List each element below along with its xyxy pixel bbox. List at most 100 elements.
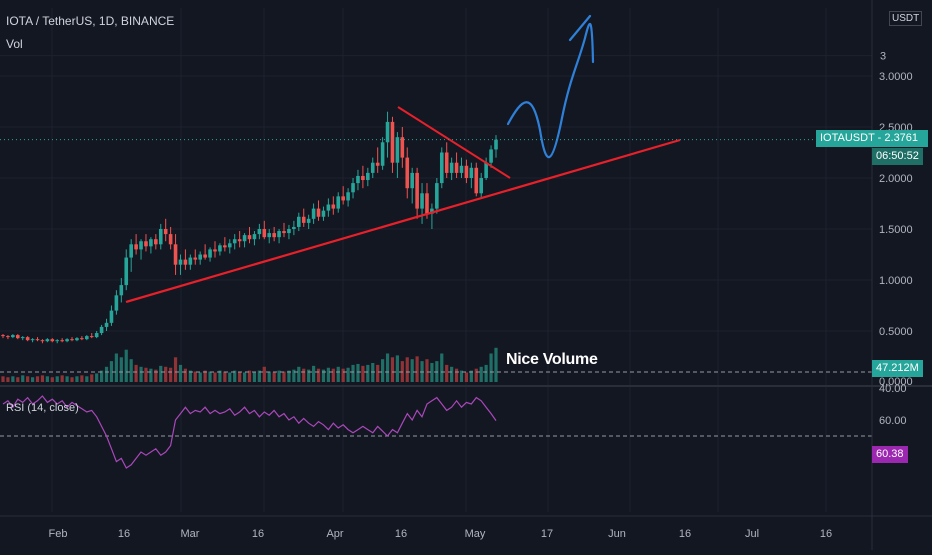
volume-bar-98 [484,364,488,382]
volume-bar-33 [164,366,168,382]
volume-bar-87 [430,363,434,382]
volume-bar-36 [178,364,183,382]
last-price-tag: IOTAUSDT - 2.3761 [816,130,928,147]
volume-bar-62 [307,369,311,382]
volume-bar-92 [454,368,459,382]
volume-bar-63 [311,365,316,382]
candle-body-84 [415,172,419,209]
volume-bars [1,347,498,382]
volume-bar-56 [277,370,281,382]
volume-bar-58 [287,370,291,382]
candle-body-26 [129,244,133,258]
candle-body-2 [11,335,15,338]
volume-bar-70 [346,367,350,382]
price-tick-1: 3.0000 [879,71,913,83]
volume-bar-72 [356,363,360,382]
volume-bar-6 [30,377,35,382]
candle-body-78 [385,121,390,143]
candle-body-99 [489,149,493,163]
volume-bar-97 [479,366,483,382]
candle-body-31 [154,239,158,245]
candle-body-6 [30,339,35,341]
candle-body-41 [203,254,207,258]
candle-body-73 [361,175,365,181]
volume-bar-59 [292,369,296,382]
volume-bar-76 [376,364,380,382]
candle-body-81 [400,137,405,158]
volume-bar-71 [351,364,355,382]
candle-body-47 [232,239,237,244]
volume-bar-79 [390,357,395,382]
candle-body-90 [444,152,449,173]
symbol-title: IOTA / TetherUS, 1D, BINANCE [6,14,175,28]
support-trendline [125,138,681,304]
volume-bar-91 [450,366,454,382]
candle-body-61 [301,216,306,223]
candle-body-67 [331,204,336,209]
volume-bar-21 [104,366,109,382]
candle-body-11 [55,340,60,342]
candle-body-51 [252,234,257,240]
time-tick-11: 16 [820,528,832,540]
volume-bar-28 [139,366,143,382]
candle-body-74 [366,172,370,181]
volume-bar-24 [119,357,123,382]
volume-bar-90 [445,364,449,382]
candle-body-71 [351,183,355,193]
candle-body-49 [242,235,247,242]
candle-body-17 [85,336,89,340]
candle-body-55 [272,233,276,238]
candle-body-57 [282,231,286,234]
volume-bar-78 [385,353,390,382]
volume-bar-96 [474,368,478,382]
volume-bar-1 [6,377,10,382]
annotation-nice-volume: Nice Volume [506,351,598,368]
rsi-line [2,395,497,469]
candle-body-40 [198,254,202,260]
candle-body-53 [262,229,267,238]
candle-body-42 [208,249,212,258]
volume-bar-83 [410,359,414,382]
volume-bar-94 [464,372,469,382]
volume-bar-55 [272,372,276,382]
volume-bar-23 [114,353,118,382]
volume-indicator-label: Vol [6,37,23,51]
candle-body-25 [124,257,129,286]
volume-bar-45 [223,371,227,382]
candle-body-89 [439,152,444,184]
volume-bar-93 [459,370,464,382]
volume-bar-66 [326,367,330,382]
price-tag-symbol: IOTAUSDT [820,132,875,144]
volume-bar-10 [50,377,54,382]
volume-bar-40 [198,372,202,382]
candle-body-82 [405,157,410,189]
candle-body-52 [257,229,262,235]
time-tick-6: May [465,528,486,540]
volume-bar-44 [218,370,222,382]
candle-body-88 [435,183,439,209]
volume-bar-47 [233,370,237,382]
volume-bar-42 [208,371,212,382]
volume-bar-17 [85,376,89,382]
candle-body-18 [89,336,94,338]
candle-body-29 [144,241,148,247]
countdown-tag: 06:50:52 [872,148,923,165]
time-tick-7: 17 [541,528,553,540]
candle-body-92 [454,162,459,173]
volume-bar-65 [321,369,326,382]
volume-bar-9 [45,376,49,382]
candle-body-7 [35,339,40,341]
candle-body-85 [420,193,424,209]
volume-bar-14 [70,377,74,382]
candle-body-87 [430,208,434,214]
candle-body-37 [183,259,188,265]
volume-bar-51 [252,371,257,382]
rsi-pane [0,371,872,469]
volume-bar-16 [80,375,84,382]
candle-body-50 [247,235,252,240]
candle-body-45 [223,245,227,248]
rsi-tick-1: 60.00 [879,415,907,427]
time-tick-2: Mar [181,528,200,540]
